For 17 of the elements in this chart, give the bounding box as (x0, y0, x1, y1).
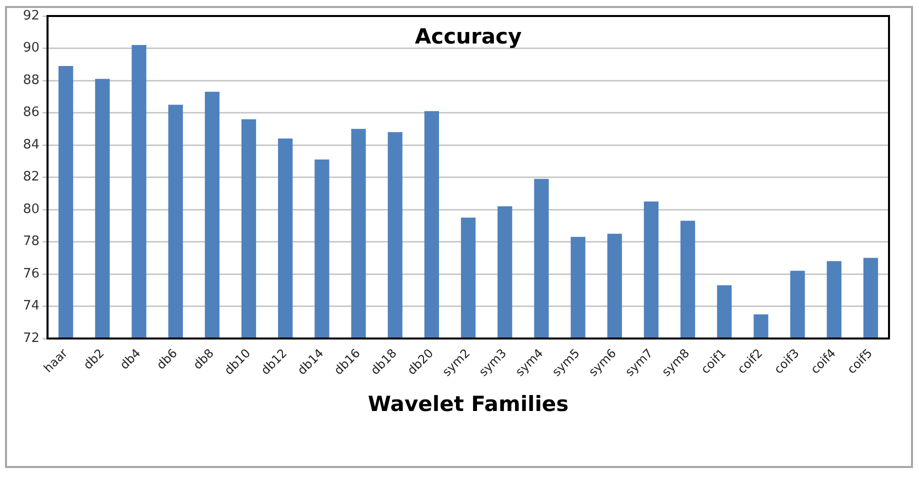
x-axis-title: Wavelet Families (368, 392, 569, 416)
x-tick-label: db2 (80, 346, 107, 372)
y-tick-label: 86 (22, 105, 40, 120)
x-tick-label: db8 (190, 346, 217, 372)
y-tick-label: 90 (22, 40, 40, 56)
y-tick-label: 82 (22, 170, 40, 185)
y-tick-label: 72 (22, 330, 40, 346)
y-tick-label: 76 (22, 266, 40, 282)
y-tick-label: 80 (22, 202, 40, 217)
y-tick-label: 74 (22, 298, 40, 314)
y-tick-label: 78 (22, 234, 40, 250)
chart-title: Accuracy (414, 24, 522, 48)
x-tick-label: db4 (117, 346, 144, 372)
x-tick-label: db6 (154, 346, 180, 372)
y-tick-label: 88 (22, 72, 40, 88)
y-tick-label: 92 (22, 8, 40, 24)
y-tick-label: 84 (22, 137, 40, 152)
